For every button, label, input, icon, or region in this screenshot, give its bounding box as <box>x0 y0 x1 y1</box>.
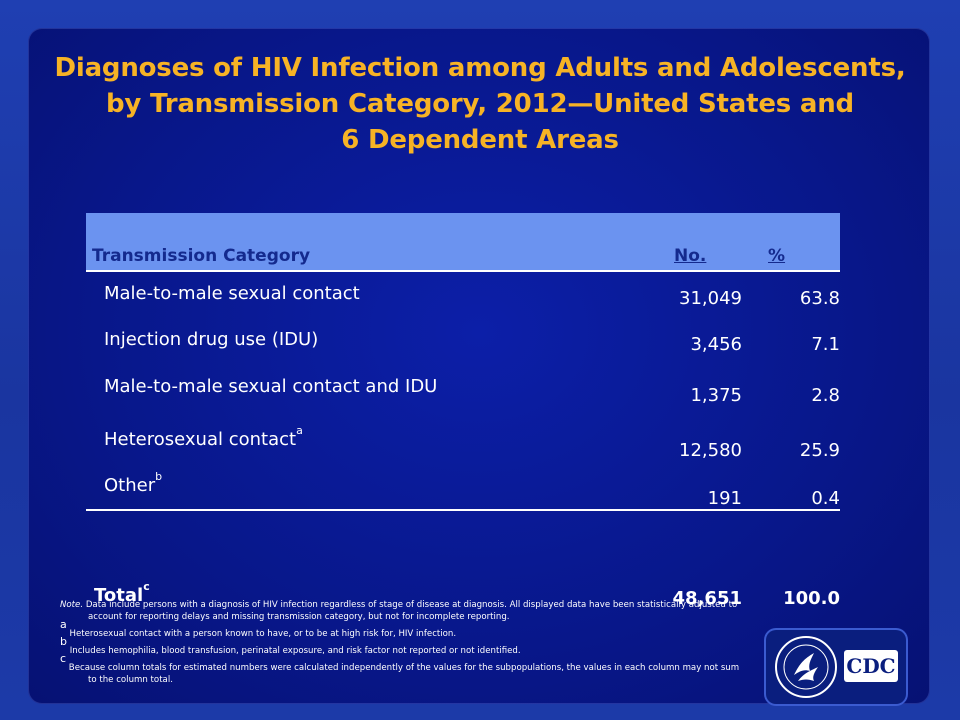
note-paragraph: Note. Data include persons with a diagno… <box>60 599 750 623</box>
slide-title: Diagnoses of HIV Infection among Adults … <box>40 50 920 158</box>
data-table: Transmission Category No. % Male-to-male… <box>86 213 840 609</box>
cdc-logo: CDC <box>766 630 906 704</box>
hhs-seal-icon <box>775 636 837 698</box>
footnote-marker: b <box>155 470 163 483</box>
footnotes: Note. Data include persons with a diagno… <box>60 599 750 686</box>
note-text: Data include persons with a diagnosis of… <box>85 600 738 622</box>
row-category: Male-to-male sexual contact <box>104 283 360 304</box>
total-label: Totalc <box>94 580 150 606</box>
row-number: 191 <box>707 488 742 509</box>
total-number: 48,651 <box>672 588 742 609</box>
footnote-marker: a <box>296 424 303 437</box>
note-label: Note. <box>60 600 84 610</box>
row-number: 31,049 <box>679 288 742 309</box>
row-number: 1,375 <box>690 385 742 406</box>
title-line-2: by Transmission Category, 2012—United St… <box>106 89 854 119</box>
table-header: Transmission Category No. % <box>86 213 840 272</box>
header-number: No. <box>674 246 707 266</box>
row-category: Injection drug use (IDU) <box>104 329 319 350</box>
row-category: Otherb <box>104 470 163 496</box>
row-number: 3,456 <box>690 334 742 355</box>
footnote-b: b Includes hemophilia, blood transfusion… <box>60 634 521 656</box>
row-number: 12,580 <box>679 440 742 461</box>
row-percent: 7.1 <box>811 334 840 355</box>
row-category: Male-to-male sexual contact and IDU <box>104 376 438 397</box>
title-line-3: 6 Dependent Areas <box>341 125 619 155</box>
row-percent: 25.9 <box>799 440 840 461</box>
footnote-marker: c <box>143 580 150 593</box>
header-percent: % <box>768 246 786 266</box>
header-category: Transmission Category <box>92 246 311 266</box>
row-category: Heterosexual contacta <box>104 424 303 450</box>
cdc-wordmark: CDC <box>844 650 898 682</box>
total-divider <box>86 509 840 511</box>
footnote-a: a Heterosexual contact with a person kno… <box>60 618 457 639</box>
total-percent: 100.0 <box>783 588 840 609</box>
footnote-c: c Because column totals for estimated nu… <box>60 651 740 685</box>
title-line-1: Diagnoses of HIV Infection among Adults … <box>54 53 906 83</box>
row-percent: 63.8 <box>799 288 840 309</box>
row-percent: 2.8 <box>811 385 840 406</box>
slide-frame <box>28 28 930 704</box>
row-percent: 0.4 <box>811 488 840 509</box>
